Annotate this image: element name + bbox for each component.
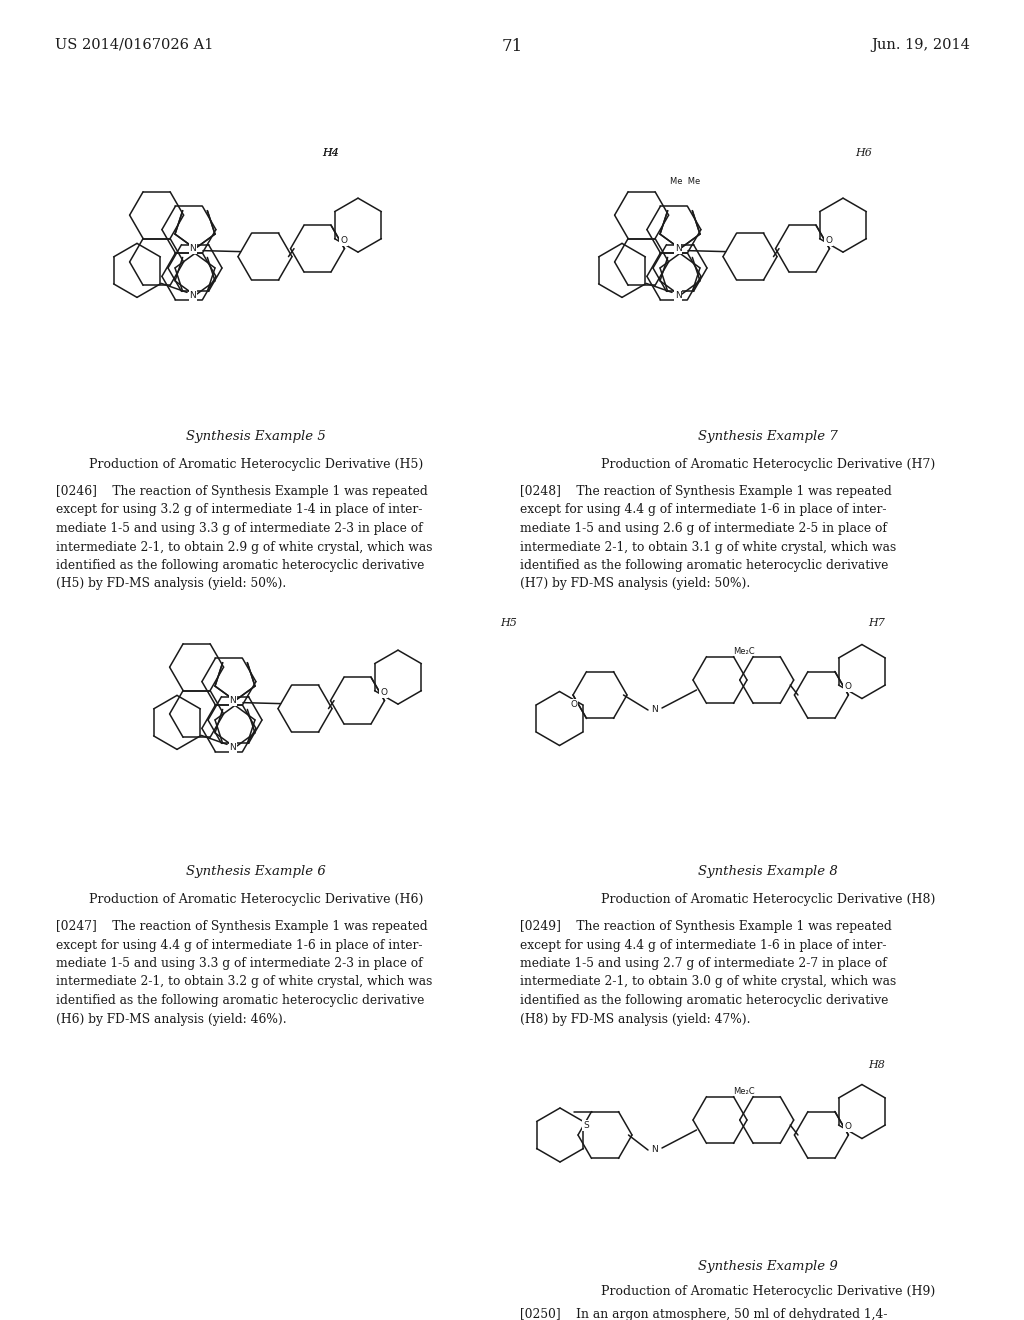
Text: Me₂C: Me₂C: [733, 647, 755, 656]
Text: Production of Aromatic Heterocyclic Derivative (H9): Production of Aromatic Heterocyclic Deri…: [601, 1284, 935, 1298]
Text: O: O: [825, 236, 833, 246]
Text: [0250]    In an argon atmosphere, 50 ml of dehydrated 1,4-
dioxane was added to : [0250] In an argon atmosphere, 50 ml of …: [520, 1308, 888, 1320]
Text: S: S: [584, 1121, 589, 1130]
Text: N: N: [651, 1146, 658, 1155]
Text: Production of Aromatic Heterocyclic Derivative (H6): Production of Aromatic Heterocyclic Deri…: [89, 894, 423, 906]
Text: N: N: [229, 743, 237, 752]
Text: O: O: [380, 688, 387, 697]
Text: N: N: [675, 244, 681, 253]
Text: Me  Me: Me Me: [670, 177, 700, 186]
Text: H7: H7: [868, 618, 885, 628]
Text: H6: H6: [855, 148, 871, 158]
Text: N: N: [675, 290, 681, 300]
Text: H4: H4: [322, 148, 339, 158]
Text: N: N: [651, 705, 658, 714]
Text: Production of Aromatic Heterocyclic Derivative (H5): Production of Aromatic Heterocyclic Deri…: [89, 458, 423, 471]
Text: [0249]    The reaction of Synthesis Example 1 was repeated
except for using 4.4 : [0249] The reaction of Synthesis Example…: [520, 920, 896, 1026]
Text: [0246]    The reaction of Synthesis Example 1 was repeated
except for using 3.2 : [0246] The reaction of Synthesis Example…: [56, 484, 432, 590]
Text: Production of Aromatic Heterocyclic Derivative (H7): Production of Aromatic Heterocyclic Deri…: [601, 458, 935, 471]
Text: Synthesis Example 7: Synthesis Example 7: [698, 430, 838, 444]
Text: [0248]    The reaction of Synthesis Example 1 was repeated
except for using 4.4 : [0248] The reaction of Synthesis Example…: [520, 484, 896, 590]
Text: H8: H8: [868, 1060, 885, 1071]
Text: Synthesis Example 8: Synthesis Example 8: [698, 865, 838, 878]
Text: Synthesis Example 6: Synthesis Example 6: [186, 865, 326, 878]
Text: N: N: [189, 244, 197, 253]
Text: H4: H4: [322, 148, 339, 158]
Text: H5: H5: [500, 618, 517, 628]
Text: O: O: [844, 1122, 851, 1131]
Text: 71: 71: [502, 38, 522, 55]
Text: O: O: [844, 682, 851, 692]
Text: Me₂C: Me₂C: [733, 1088, 755, 1096]
Text: [0247]    The reaction of Synthesis Example 1 was repeated
except for using 4.4 : [0247] The reaction of Synthesis Example…: [56, 920, 432, 1026]
Text: Production of Aromatic Heterocyclic Derivative (H8): Production of Aromatic Heterocyclic Deri…: [601, 894, 935, 906]
Text: N: N: [189, 290, 197, 300]
Text: O: O: [570, 700, 578, 709]
Text: US 2014/0167026 A1: US 2014/0167026 A1: [55, 38, 213, 51]
Text: Synthesis Example 5: Synthesis Example 5: [186, 430, 326, 444]
Text: N: N: [229, 696, 237, 705]
Text: O: O: [340, 236, 347, 246]
Text: Jun. 19, 2014: Jun. 19, 2014: [871, 38, 970, 51]
Text: Synthesis Example 9: Synthesis Example 9: [698, 1261, 838, 1272]
